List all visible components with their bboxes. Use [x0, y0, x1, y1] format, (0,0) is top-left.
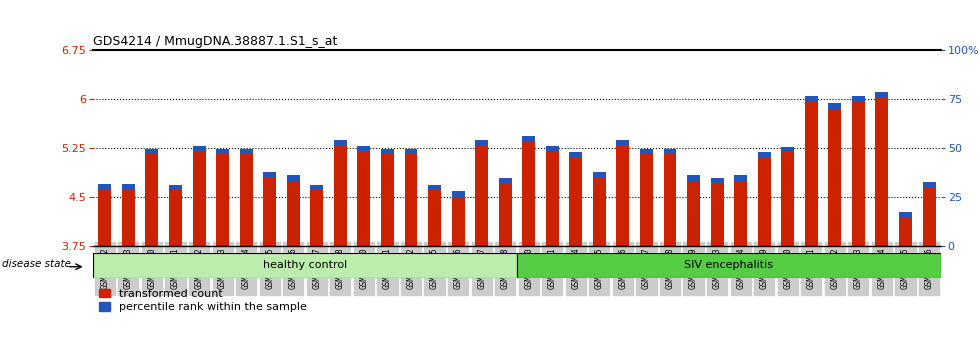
Bar: [264, 172, 276, 177]
Bar: [499, 184, 512, 246]
Bar: [805, 96, 817, 102]
Bar: [452, 197, 465, 246]
Bar: [98, 189, 112, 246]
Bar: [828, 109, 841, 246]
Bar: [428, 190, 441, 246]
Bar: [852, 102, 865, 246]
Bar: [710, 184, 723, 246]
Bar: [240, 154, 253, 246]
Text: SIV encephalitis: SIV encephalitis: [684, 261, 773, 270]
Bar: [358, 145, 370, 151]
Bar: [758, 158, 770, 246]
FancyBboxPatch shape: [93, 253, 516, 278]
Bar: [240, 149, 253, 154]
Bar: [405, 149, 417, 154]
Bar: [687, 181, 700, 246]
Bar: [899, 218, 912, 246]
Bar: [522, 141, 535, 246]
Legend: transformed count, percentile rank within the sample: transformed count, percentile rank withi…: [99, 289, 307, 312]
Text: disease state: disease state: [2, 259, 71, 269]
Bar: [499, 178, 512, 184]
Bar: [217, 149, 229, 154]
Bar: [640, 149, 653, 154]
Bar: [193, 151, 206, 246]
Bar: [569, 152, 582, 158]
Bar: [734, 181, 747, 246]
Bar: [546, 151, 559, 246]
Bar: [287, 181, 300, 246]
Bar: [616, 140, 629, 146]
Bar: [334, 146, 347, 246]
Bar: [122, 189, 135, 246]
Bar: [217, 154, 229, 246]
Bar: [452, 192, 465, 197]
Bar: [593, 177, 606, 246]
Bar: [311, 185, 323, 190]
Bar: [169, 185, 182, 190]
Bar: [805, 102, 817, 246]
Bar: [381, 149, 394, 154]
Bar: [781, 152, 794, 246]
Bar: [663, 149, 676, 154]
Text: GDS4214 / MmugDNA.38887.1.S1_s_at: GDS4214 / MmugDNA.38887.1.S1_s_at: [93, 35, 337, 48]
Bar: [663, 154, 676, 246]
Bar: [522, 136, 535, 141]
Bar: [287, 175, 300, 181]
Bar: [616, 146, 629, 246]
Bar: [687, 175, 700, 181]
Bar: [475, 140, 488, 146]
Bar: [593, 172, 606, 177]
Bar: [428, 185, 441, 190]
Bar: [546, 145, 559, 151]
Bar: [145, 149, 159, 154]
Bar: [169, 190, 182, 246]
Bar: [875, 97, 889, 246]
Bar: [358, 151, 370, 246]
Bar: [193, 145, 206, 151]
Bar: [828, 103, 841, 109]
Bar: [334, 140, 347, 146]
Bar: [122, 184, 135, 189]
Bar: [710, 178, 723, 184]
Text: healthy control: healthy control: [263, 261, 347, 270]
Bar: [475, 146, 488, 246]
Bar: [264, 177, 276, 246]
Bar: [98, 184, 112, 189]
Bar: [145, 154, 159, 246]
Bar: [922, 187, 936, 246]
Bar: [875, 92, 889, 97]
Bar: [405, 154, 417, 246]
Bar: [781, 147, 794, 152]
FancyBboxPatch shape: [516, 253, 941, 278]
Bar: [899, 212, 912, 218]
Bar: [922, 182, 936, 187]
Bar: [381, 154, 394, 246]
Bar: [311, 190, 323, 246]
Bar: [640, 154, 653, 246]
Bar: [852, 96, 865, 102]
Bar: [734, 175, 747, 181]
Bar: [758, 152, 770, 158]
Bar: [569, 158, 582, 246]
